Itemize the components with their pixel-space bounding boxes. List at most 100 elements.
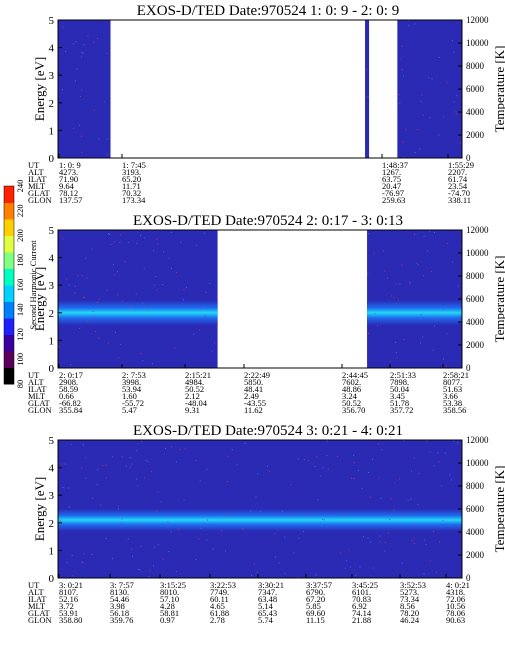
orbit-row-label: UT xyxy=(28,370,40,380)
noise-pixel xyxy=(82,296,84,298)
noise-pixel xyxy=(151,363,153,365)
noise-pixel xyxy=(205,292,207,294)
noise-pixel xyxy=(66,562,68,564)
noise-pixel xyxy=(193,333,195,335)
orbit-row-label: ALT xyxy=(28,587,45,597)
noise-pixel xyxy=(321,525,323,527)
orbit-value: 63.48 xyxy=(258,594,277,604)
orbit-value: 2:58:21 xyxy=(443,370,469,380)
noise-pixel xyxy=(384,542,386,544)
noise-pixel xyxy=(438,134,440,136)
noise-pixel xyxy=(111,558,113,560)
noise-pixel xyxy=(393,297,395,299)
noise-pixel xyxy=(81,275,83,277)
orbit-value: 3998. xyxy=(122,377,141,387)
noise-pixel xyxy=(359,566,361,568)
noise-pixel xyxy=(395,283,397,285)
orbit-row-label: ILAT xyxy=(28,174,47,184)
orbit-value: 50.52 xyxy=(185,384,204,394)
noise-pixel xyxy=(367,273,369,275)
orbit-value: -48.04 xyxy=(185,398,208,408)
noise-pixel xyxy=(83,44,85,46)
noise-pixel xyxy=(414,151,416,153)
noise-pixel xyxy=(256,571,258,573)
noise-pixel xyxy=(433,232,435,234)
noise-pixel xyxy=(379,541,381,543)
noise-pixel xyxy=(268,470,270,472)
orbit-value: 48.41 xyxy=(244,384,263,394)
orbit-value: 4273. xyxy=(59,167,78,177)
noise-pixel xyxy=(422,336,424,338)
noise-pixel xyxy=(346,560,348,562)
noise-pixel xyxy=(183,499,185,501)
noise-pixel xyxy=(153,249,155,251)
noise-pixel xyxy=(278,562,280,564)
noise-pixel xyxy=(195,558,197,560)
noise-pixel xyxy=(409,282,411,284)
noise-pixel xyxy=(393,522,395,524)
colorbar-tick-label: 80 xyxy=(15,380,25,389)
orbit-value: 7347. xyxy=(258,587,277,597)
noise-pixel xyxy=(390,498,392,500)
orbit-value: 8010. xyxy=(160,587,179,597)
noise-pixel xyxy=(155,276,157,278)
noise-pixel xyxy=(257,473,259,475)
noise-pixel xyxy=(75,41,77,43)
orbit-value: 3:22:53 xyxy=(210,580,236,590)
noise-pixel xyxy=(354,462,356,464)
noise-pixel xyxy=(137,568,139,570)
y2-axis-label: Temperature [K] xyxy=(492,466,505,553)
orbit-value: 2:44:45 xyxy=(342,370,368,380)
colorbar-tick-label: 220 xyxy=(15,204,25,217)
noise-pixel xyxy=(408,25,410,27)
orbit-value: 0.66 xyxy=(59,391,74,401)
noise-pixel xyxy=(446,333,448,335)
orbit-value: 5.14 xyxy=(258,601,274,611)
orbit-value: 358.56 xyxy=(443,405,466,415)
noise-pixel xyxy=(140,440,142,442)
noise-pixel xyxy=(209,282,211,284)
y2-tick-label: 10000 xyxy=(466,38,489,48)
noise-pixel xyxy=(117,508,119,510)
noise-pixel xyxy=(413,457,415,459)
noise-pixel xyxy=(115,332,117,334)
noise-pixel xyxy=(369,496,371,498)
noise-pixel xyxy=(72,43,74,45)
noise-pixel xyxy=(368,233,370,235)
noise-pixel xyxy=(408,282,410,284)
noise-pixel xyxy=(456,95,458,97)
noise-pixel xyxy=(384,270,386,272)
orbit-value: 8077. xyxy=(443,377,462,387)
noise-pixel xyxy=(75,80,77,82)
emission-band xyxy=(367,300,462,326)
noise-pixel xyxy=(380,497,382,499)
noise-pixel xyxy=(91,248,93,250)
noise-pixel xyxy=(62,238,64,240)
orbit-value: -76.97 xyxy=(382,188,404,198)
noise-pixel xyxy=(368,471,370,473)
y2-tick-label: 4000 xyxy=(466,527,485,537)
noise-pixel xyxy=(317,499,319,501)
noise-pixel xyxy=(91,553,93,555)
orbit-value: 2.49 xyxy=(244,391,259,401)
noise-pixel xyxy=(326,440,328,442)
noise-pixel xyxy=(125,465,127,467)
noise-pixel xyxy=(62,26,64,28)
noise-pixel xyxy=(455,111,457,113)
noise-pixel xyxy=(327,468,329,470)
noise-pixel xyxy=(429,451,431,453)
noise-pixel xyxy=(401,69,403,71)
y-tick-label: 3 xyxy=(49,70,55,82)
orbit-value: 3:30:21 xyxy=(258,580,284,590)
noise-pixel xyxy=(68,284,70,286)
noise-pixel xyxy=(377,443,379,445)
noise-pixel xyxy=(378,477,380,479)
noise-pixel xyxy=(182,299,184,301)
colorbar-swatch xyxy=(4,219,14,236)
noise-pixel xyxy=(143,268,145,270)
noise-pixel xyxy=(453,51,455,53)
noise-pixel xyxy=(60,519,62,521)
colorbar-frame xyxy=(3,185,15,385)
orbit-value: 71.90 xyxy=(59,174,78,184)
noise-pixel xyxy=(140,234,142,236)
